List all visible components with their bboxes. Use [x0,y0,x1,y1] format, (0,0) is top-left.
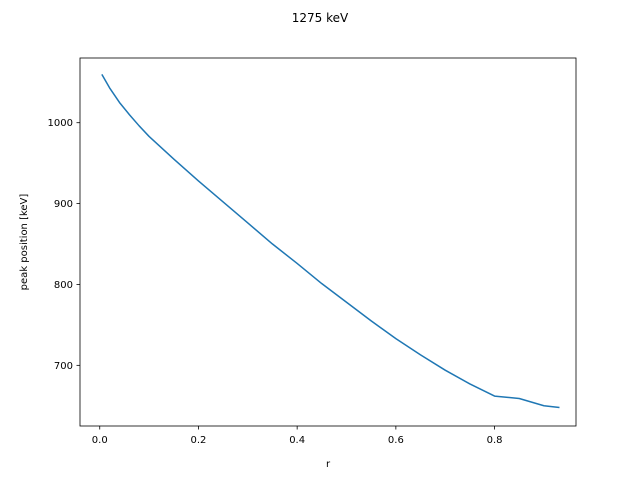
y-tick-label: 900 [54,199,73,210]
series-line [101,73,560,409]
series-layer [101,73,560,409]
x-tick-label: 0.8 [487,435,503,446]
x-axis-label: r [326,459,331,470]
x-tick-label: 0.6 [388,435,404,446]
x-tick-label: 0.0 [92,435,108,446]
chart-title: 1275 keV [292,11,349,25]
plot-frame [79,57,577,427]
y-axis-label: peak position [keV] [19,194,30,291]
y-tick-label: 700 [54,361,73,372]
x-tick-label: 0.4 [289,435,305,446]
x-tick-label: 0.2 [190,435,206,446]
y-tick-label: 1000 [48,118,73,129]
y-tick-label: 800 [54,280,73,291]
plot-area [80,58,576,426]
ticks: 0.0 0.2 0.4 0.6 0.8 700 800 900 1000 [48,118,503,446]
